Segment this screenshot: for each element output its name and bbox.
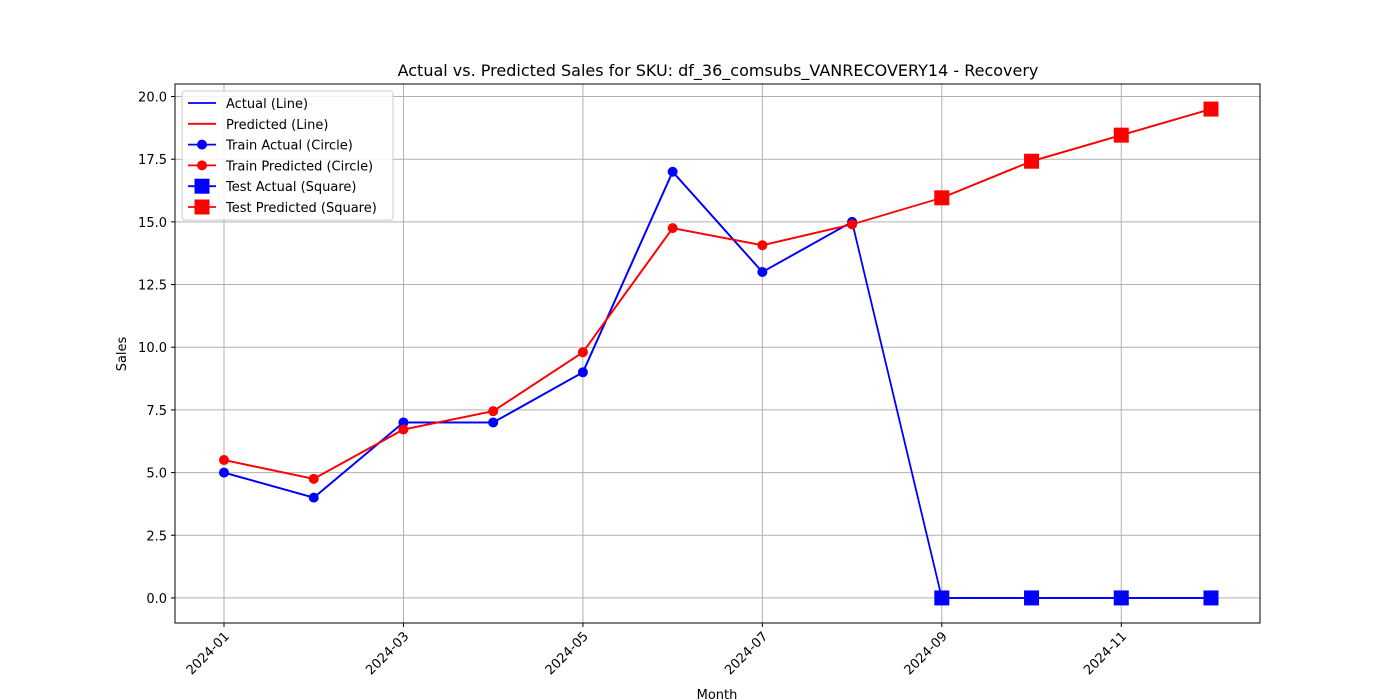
legend: Actual (Line) Predicted (Line) Train Actua… bbox=[181, 90, 394, 221]
data-point-circle bbox=[577, 367, 588, 378]
data-point-circle bbox=[219, 455, 229, 466]
legend-label: Predicted (Line) bbox=[226, 118, 328, 133]
legend-entry: Test Actual (Square) bbox=[188, 178, 357, 195]
data-point-circle bbox=[219, 467, 229, 478]
x-axis-title: Month bbox=[697, 688, 738, 700]
y-tick-label: 15.0 bbox=[138, 216, 167, 231]
y-tick-label: 7.5 bbox=[146, 404, 167, 419]
data-point-square bbox=[934, 190, 950, 206]
y-tick-label: 12.5 bbox=[138, 279, 167, 294]
series-line-circle bbox=[223, 170, 853, 499]
data-point-circle bbox=[488, 417, 499, 428]
series-6 bbox=[934, 101, 1219, 206]
legend-swatch-marker bbox=[194, 178, 210, 194]
series-5 bbox=[934, 590, 1219, 606]
data-point-square bbox=[1113, 127, 1129, 143]
y-axis-title: Sales bbox=[115, 336, 130, 371]
data-point-square bbox=[1113, 590, 1129, 606]
y-tick-label: 20.0 bbox=[138, 91, 167, 106]
data-point-circle bbox=[847, 219, 858, 230]
series-4 bbox=[219, 219, 858, 484]
data-point-circle bbox=[667, 166, 678, 177]
legend-swatch-marker bbox=[194, 199, 210, 215]
legend-entry: Train Actual (Circle) bbox=[188, 139, 353, 154]
data-point-circle bbox=[757, 267, 768, 278]
legend-entry: Train Predicted (Circle) bbox=[188, 159, 373, 174]
data-point-square bbox=[1024, 153, 1040, 169]
y-tick-label: 5.0 bbox=[146, 467, 167, 482]
series-line-circle bbox=[223, 223, 853, 480]
y-tick-label: 2.5 bbox=[146, 529, 167, 544]
data-point-square bbox=[1203, 101, 1219, 117]
legend-entry: Test Predicted (Square) bbox=[188, 199, 377, 216]
y-tick-label: 17.5 bbox=[138, 153, 167, 168]
legend-label: Test Actual (Square) bbox=[225, 180, 357, 195]
data-point-circle bbox=[308, 473, 319, 484]
data-point-circle bbox=[308, 492, 319, 503]
data-point-circle bbox=[757, 240, 768, 251]
legend-label: Train Actual (Circle) bbox=[225, 139, 353, 154]
series-line-square bbox=[941, 108, 1212, 199]
data-point-square bbox=[1203, 590, 1219, 606]
series-3 bbox=[219, 166, 858, 503]
legend-label: Test Predicted (Square) bbox=[225, 201, 377, 216]
chart-title: Actual vs. Predicted Sales for SKU: df_3… bbox=[398, 61, 1039, 81]
legend-box bbox=[181, 90, 394, 221]
legend-swatch-marker bbox=[197, 160, 207, 171]
data-point-square bbox=[934, 590, 950, 606]
plot-series bbox=[219, 101, 1219, 606]
y-tick-label: 0.0 bbox=[146, 592, 167, 607]
data-point-circle bbox=[667, 223, 678, 234]
y-tick-label: 10.0 bbox=[138, 341, 167, 356]
data-point-circle bbox=[398, 424, 409, 435]
legend-label: Train Predicted (Circle) bbox=[225, 159, 373, 174]
data-point-circle bbox=[488, 406, 499, 417]
legend-entry: Actual (Line) bbox=[188, 97, 308, 112]
legend-entry: Predicted (Line) bbox=[188, 118, 328, 133]
legend-label: Actual (Line) bbox=[226, 97, 308, 112]
legend-swatch-marker bbox=[197, 139, 207, 150]
data-point-square bbox=[1024, 590, 1040, 606]
plot-frame bbox=[174, 83, 1261, 624]
data-point-circle bbox=[577, 347, 588, 358]
